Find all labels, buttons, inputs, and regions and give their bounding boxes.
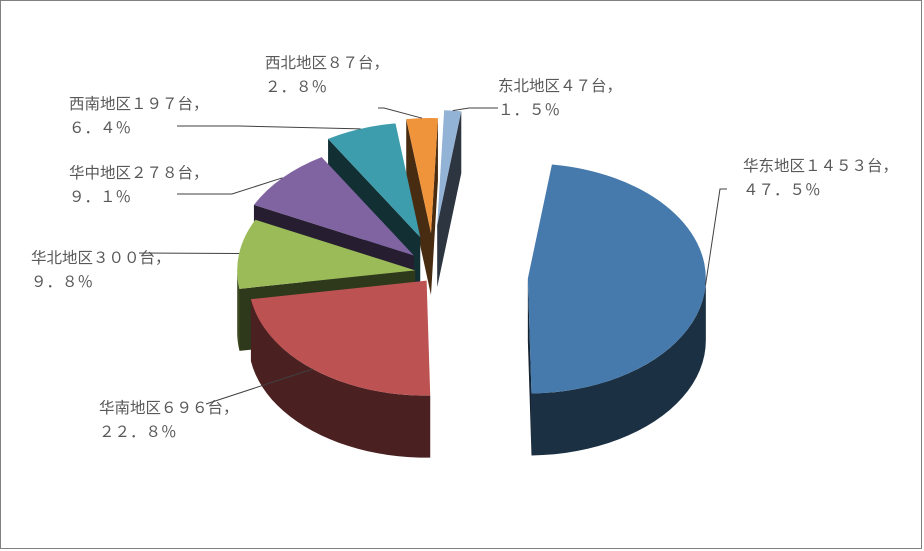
svg-text:２２．８％: ２２．８％ bbox=[99, 424, 177, 441]
svg-text:西南地区１９７台，: 西南地区１９７台， bbox=[69, 95, 209, 113]
svg-text:２．８％: ２．８％ bbox=[265, 79, 327, 96]
svg-text:６．４％: ６．４％ bbox=[69, 120, 131, 137]
svg-text:华南地区６９６台，: 华南地区６９６台， bbox=[99, 399, 239, 417]
svg-text:西北地区８７台，: 西北地区８７台， bbox=[265, 54, 389, 72]
svg-text:华北地区３００台，: 华北地区３００台， bbox=[31, 249, 171, 267]
svg-text:华中地区２７８台，: 华中地区２７８台， bbox=[69, 164, 209, 182]
svg-text:华东地区１４５３台，: 华东地区１４５３台， bbox=[743, 157, 898, 175]
svg-text:东北地区４７台，: 东北地区４７台， bbox=[498, 77, 622, 95]
svg-text:９．８％: ９．８％ bbox=[31, 274, 93, 291]
svg-text:４７．５％: ４７．５％ bbox=[743, 182, 821, 199]
svg-text:１．５％: １．５％ bbox=[498, 102, 560, 119]
svg-text:９．１％: ９．１％ bbox=[69, 189, 131, 206]
